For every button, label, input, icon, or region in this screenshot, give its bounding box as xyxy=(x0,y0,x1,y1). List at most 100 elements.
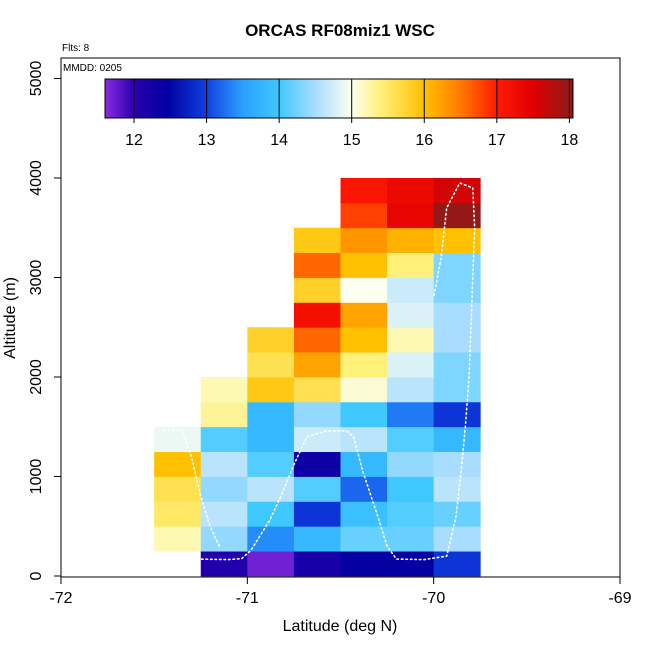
x-tick-label: -70 xyxy=(422,590,445,607)
heatmap-cell xyxy=(340,476,388,502)
heatmap-cell xyxy=(247,352,295,378)
heatmap-cell xyxy=(433,302,481,328)
heatmap-cell xyxy=(387,377,435,403)
colorbar: 12 13 14 15 16 17 18 xyxy=(104,78,578,149)
heatmap-cell xyxy=(433,401,481,428)
flight-track-segment xyxy=(196,181,476,561)
colorbar-tick-label: 18 xyxy=(560,132,578,149)
colorbar-tick-label: 16 xyxy=(415,132,433,149)
colorbar-tick-label: 15 xyxy=(343,132,361,149)
heatmap-cell xyxy=(154,501,202,527)
heatmap-cell xyxy=(247,327,295,353)
heatmap-cell xyxy=(200,426,248,453)
x-axis: -72 -71 -70 -69 xyxy=(49,576,632,607)
y-tick-label: 3000 xyxy=(28,260,45,296)
heatmap-cell xyxy=(293,377,341,403)
heatmap-cell xyxy=(387,277,435,303)
heatmap-cell xyxy=(387,352,435,378)
heatmap-cell xyxy=(200,526,248,552)
heatmap-cell xyxy=(200,476,248,502)
heatmap-cell xyxy=(154,426,202,453)
flights-annotation: Flts: 8 xyxy=(62,43,90,54)
y-tick-label: 2000 xyxy=(28,359,45,395)
y-tick-label: 0 xyxy=(28,571,45,580)
heatmap-cell xyxy=(387,401,435,428)
heatmap-cell xyxy=(154,451,202,477)
heatmap-cell xyxy=(340,202,388,229)
heatmap-cell xyxy=(340,227,388,254)
heatmap-cell xyxy=(433,377,481,403)
heatmap-cell xyxy=(387,327,435,353)
heatmap-cell xyxy=(200,551,248,577)
colorbar-tick-label: 17 xyxy=(488,132,506,149)
heatmap-cell xyxy=(433,178,481,204)
heatmap-cell xyxy=(387,476,435,502)
x-tick-label: -72 xyxy=(49,590,72,607)
heatmap-cell xyxy=(247,451,295,477)
heatmap-cell xyxy=(200,451,248,477)
heatmap-cell xyxy=(293,302,341,328)
y-axis: 0 1000 2000 3000 4000 5000 xyxy=(28,61,62,580)
heatmap-cell xyxy=(340,426,388,453)
y-tick-label: 4000 xyxy=(28,160,45,196)
heatmap-cell xyxy=(387,302,435,328)
heatmap-cell xyxy=(433,526,481,552)
heatmap-cell xyxy=(293,327,341,353)
heatmap-cell xyxy=(387,178,435,204)
heatmap-cell xyxy=(293,227,341,254)
x-axis-label: Latitude (deg N) xyxy=(283,618,398,635)
heatmap-cell xyxy=(247,426,295,453)
heatmap-cell xyxy=(154,476,202,502)
flight-track-segment xyxy=(162,428,221,547)
heatmap-cell xyxy=(340,302,388,328)
mmdd-annotation: MMDD: 0205 xyxy=(63,63,122,74)
colorbar-gradient xyxy=(104,78,574,119)
heatmap-cell xyxy=(387,451,435,477)
y-tick-label: 1000 xyxy=(28,459,45,495)
y-axis-label: Altitude (m) xyxy=(2,277,19,359)
heatmap-cell xyxy=(433,451,481,477)
heatmap-cell xyxy=(340,526,388,552)
heatmap-cell xyxy=(433,476,481,502)
heatmap-cell xyxy=(433,551,481,577)
heatmap-cell xyxy=(387,526,435,552)
heatmap-cell xyxy=(433,202,481,229)
heatmap-cell xyxy=(340,327,388,353)
heatmap-cells xyxy=(154,178,481,577)
heatmap-cell xyxy=(293,401,341,428)
heatmap-cell xyxy=(293,476,341,502)
heatmap-cell xyxy=(433,277,481,303)
x-tick-label: -71 xyxy=(236,590,259,607)
chart-title: ORCAS RF08miz1 WSC xyxy=(245,21,435,40)
heatmap-cell xyxy=(387,551,435,577)
heatmap-cell xyxy=(247,401,295,428)
heatmap-cell xyxy=(433,352,481,378)
heatmap-cell xyxy=(340,352,388,378)
heatmap-cell xyxy=(293,526,341,552)
heatmap-cell xyxy=(200,377,248,403)
heatmap-cell xyxy=(247,377,295,403)
heatmap-cell xyxy=(293,501,341,527)
heatmap-cell xyxy=(293,352,341,378)
heatmap-cell xyxy=(340,401,388,428)
heatmap-cell xyxy=(433,426,481,453)
heatmap-cell xyxy=(387,227,435,254)
colorbar-tick-label: 14 xyxy=(270,132,288,149)
heatmap-cell xyxy=(387,202,435,229)
heatmap-cell xyxy=(340,178,388,204)
heatmap-cell xyxy=(433,501,481,527)
colorbar-tick-label: 13 xyxy=(198,132,216,149)
flight-track xyxy=(162,181,476,561)
heatmap-cell xyxy=(293,551,341,577)
heatmap-cell xyxy=(154,526,202,552)
heatmap-cell xyxy=(387,501,435,527)
heatmap-cell xyxy=(200,401,248,428)
heatmap-cell xyxy=(387,252,435,278)
y-tick-label: 5000 xyxy=(28,61,45,97)
heatmap-cell xyxy=(293,277,341,303)
heatmap-cell xyxy=(433,327,481,353)
heatmap-cell xyxy=(293,252,341,278)
heatmap-cell xyxy=(247,526,295,552)
heatmap-cell xyxy=(200,501,248,527)
